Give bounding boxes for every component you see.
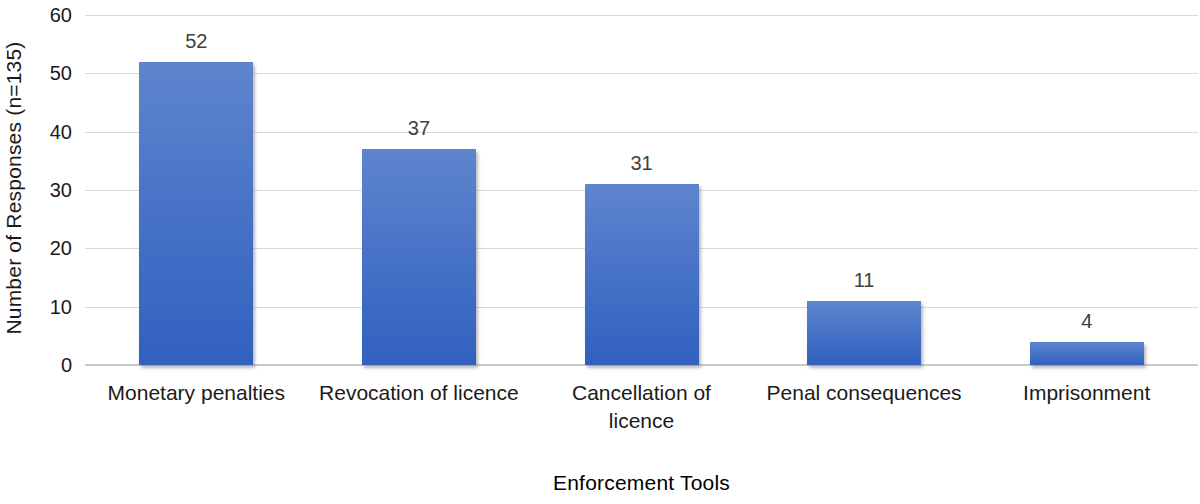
y-tick-label: 10 [0,295,72,319]
bar-data-label: 31 [582,151,702,175]
bar-data-label: 4 [1027,309,1147,333]
bar-data-label: 52 [136,29,256,53]
plot-area: 52 37 31 11 4 [85,15,1198,365]
bar-chart: Number of Responses (n=135) 523731114 01… [0,0,1200,504]
bar-data-label: 37 [359,116,479,140]
x-axis-category-labels: Monetary penaltiesRevocation of licenceC… [85,379,1198,436]
x-category-label: Monetary penalties [85,379,308,436]
x-category-label: Penal consequences [753,379,976,436]
x-category-label: Revocation of licence [308,379,531,436]
y-tick-label: 20 [0,236,72,260]
y-tick-label: 40 [0,120,72,144]
x-category-label: Cancellation of licence [530,379,753,436]
bar [585,184,699,365]
y-tick-label: 30 [0,178,72,202]
y-tick-label: 0 [0,353,72,377]
bar-data-label: 11 [804,268,924,292]
bar [1030,342,1144,365]
bar [139,62,253,365]
y-tick-label: 60 [0,3,72,27]
bar [362,149,476,365]
x-category-label: Imprisonment [975,379,1198,436]
bar [807,301,921,365]
gridline [85,15,1198,16]
x-axis-title: Enforcement Tools [85,471,1198,495]
y-tick-label: 50 [0,61,72,85]
